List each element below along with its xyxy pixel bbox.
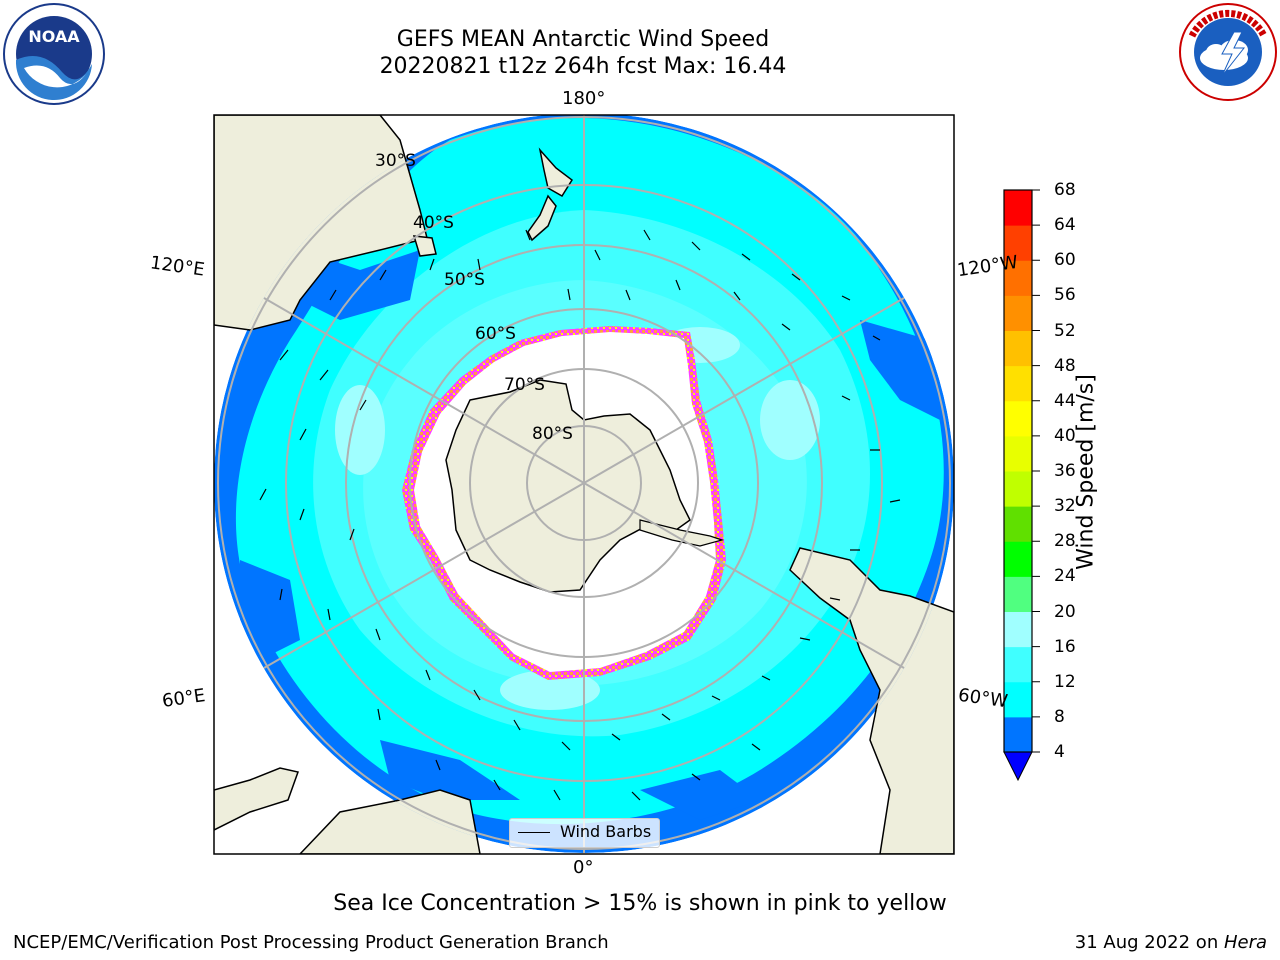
land-madagascar <box>214 767 299 831</box>
colorbar-band <box>1004 225 1032 261</box>
colorbar-band <box>1004 435 1032 472</box>
colorbar-band <box>1004 506 1032 542</box>
colorbar-tick-label: 56 <box>1054 285 1076 306</box>
colorbar-band <box>1004 646 1032 683</box>
map-legend: Wind Barbs <box>509 818 660 848</box>
colorbar-tick-label: 24 <box>1054 566 1076 587</box>
lat-label-60s: 60°S <box>475 324 516 344</box>
colorbar-tick-label: 68 <box>1054 180 1076 200</box>
sea-ice-caption: Sea Ice Concentration > 15% is shown in … <box>333 891 947 916</box>
colorbar-band <box>1004 365 1032 402</box>
graticule <box>217 115 951 853</box>
legend-wind-barbs-label: Wind Barbs <box>560 822 652 841</box>
land-new-zealand-north <box>538 147 574 198</box>
colorbar-band <box>1004 260 1032 296</box>
colorbar-label: Wind Speed [m/s] <box>1073 374 1099 570</box>
colorbar-tick-label: 20 <box>1054 601 1076 622</box>
colorbar-band <box>1004 541 1032 577</box>
lon-label-0: 0° <box>573 857 594 878</box>
colorbar-band <box>1004 611 1032 648</box>
wind-barbs <box>259 229 901 801</box>
lat-label-70s: 70°S <box>504 375 545 395</box>
colorbar-band <box>1004 681 1032 718</box>
legend-wind-barb-swatch <box>518 832 550 833</box>
colorbar-band <box>1004 330 1032 367</box>
lat-label-80s: 80°S <box>532 424 573 444</box>
colorbar-frame <box>1003 189 1033 753</box>
land-new-zealand-south <box>527 194 557 242</box>
colorbar-tick-label: 36 <box>1054 461 1076 481</box>
colorbar-under-triangle <box>1003 751 1033 782</box>
colorbar-tick-label: 40 <box>1054 425 1076 446</box>
lon-label-180: 180° <box>562 88 606 109</box>
colorbar-tick-label: 44 <box>1054 390 1076 411</box>
map-subtitle: 20220821 t12z 264h fcst Max: 16.44 <box>379 54 787 79</box>
footer-machine: Hera <box>1223 932 1267 953</box>
noaa-logo: NOAA <box>3 3 105 105</box>
colorbar-tick-label: 64 <box>1054 215 1076 236</box>
colorbar-tick-label: 8 <box>1054 706 1065 727</box>
colorbar-tick-label: 28 <box>1054 531 1076 552</box>
colorbar-band <box>1004 716 1032 753</box>
colorbar-band <box>1004 471 1032 507</box>
colorbar-band <box>1004 295 1032 331</box>
map-area <box>214 115 954 854</box>
footer-date: 31 Aug 2022 on Hera <box>1075 932 1267 954</box>
colorbar-tick-label: 32 <box>1054 496 1076 517</box>
colorbar-band <box>1004 576 1032 612</box>
noaa-logo-text: NOAA <box>28 27 80 46</box>
footer-date-text: 31 Aug 2022 on <box>1074 932 1224 953</box>
map-title: GEFS MEAN Antarctic Wind Speed <box>396 27 770 52</box>
land-tasmania <box>412 235 437 257</box>
nws-logo <box>1179 3 1277 101</box>
lat-label-50s: 50°S <box>444 270 485 290</box>
colorbar-tick-label: 48 <box>1054 355 1076 376</box>
map-frame <box>213 114 955 855</box>
colorbar-tick-label: 4 <box>1054 742 1065 762</box>
colorbar-tick-label: 52 <box>1054 320 1076 341</box>
colorbar-tick-label: 60 <box>1054 250 1076 271</box>
colorbar-band <box>1004 190 1032 226</box>
lat-label-40s: 40°S <box>413 213 454 233</box>
colorbar-tick-label: 16 <box>1054 636 1076 657</box>
colorbar-tick-label: 12 <box>1054 671 1076 692</box>
colorbar <box>1004 189 1040 753</box>
colorbar-band <box>1004 400 1032 437</box>
lat-label-30s: 30°S <box>375 151 416 171</box>
footer-credit: NCEP/EMC/Verification Post Processing Pr… <box>13 932 609 953</box>
